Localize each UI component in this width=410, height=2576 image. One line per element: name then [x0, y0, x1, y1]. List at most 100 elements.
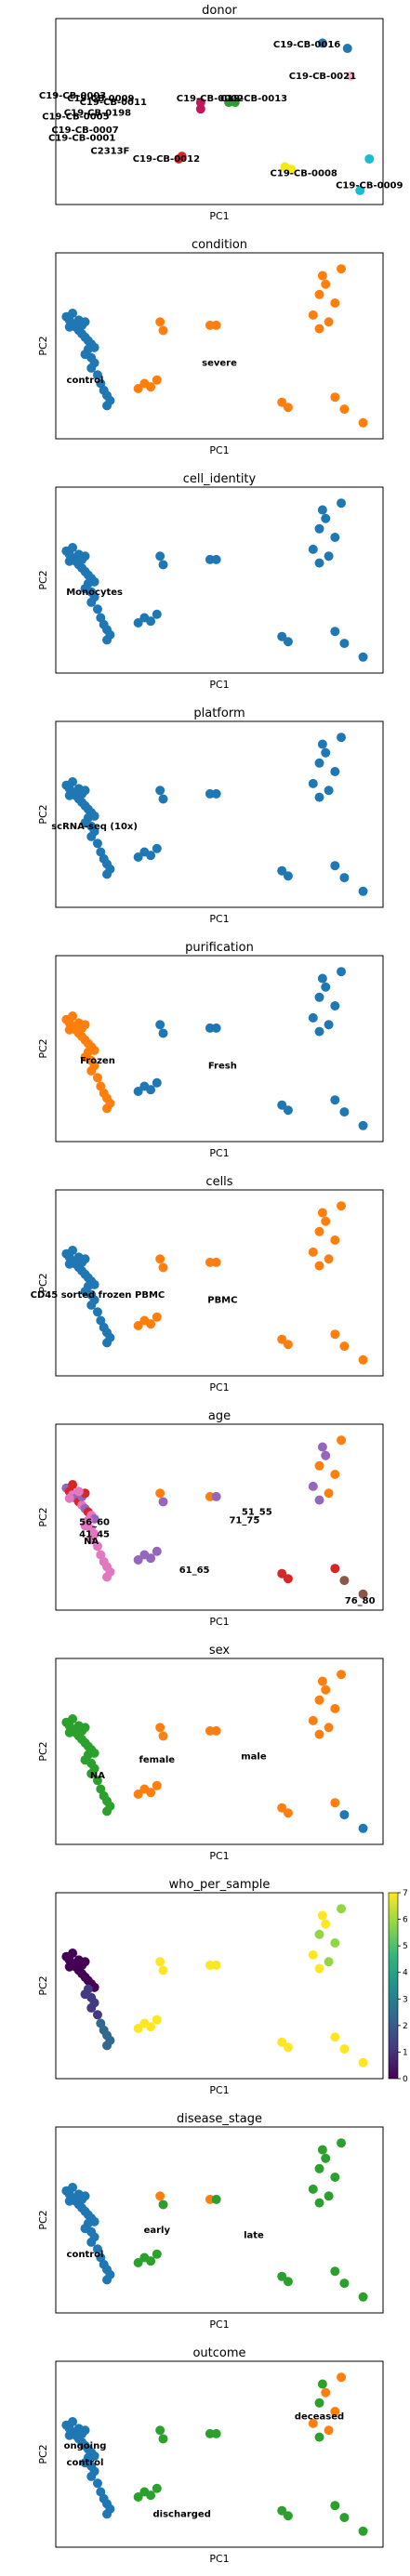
data-point: [158, 1731, 168, 1741]
data-point: [277, 1803, 287, 1813]
colorbar: [388, 1892, 399, 2080]
panel-title: condition: [192, 238, 247, 252]
point-label: C19-CB-0009: [336, 180, 403, 191]
y-axis-label: PC2: [37, 570, 49, 589]
data-point: [102, 1806, 112, 1816]
y-axis-label: PC2: [37, 2210, 49, 2229]
data-point: [314, 792, 324, 802]
panel-title: outcome: [192, 2346, 245, 2360]
data-point: [155, 2191, 165, 2201]
data-point: [358, 417, 368, 428]
data-point: [330, 1095, 340, 1105]
point-label: ongoing: [64, 2441, 107, 2451]
data-point: [152, 2015, 162, 2025]
panel-disease-stage: disease_stage PC1 PC2 early late control: [37, 2112, 384, 2331]
point-label: C19-CB-0009: [67, 94, 134, 104]
data-point: [283, 1808, 293, 1818]
y-axis-label: PC2: [37, 804, 49, 824]
data-point: [64, 322, 74, 332]
data-point: [324, 1723, 334, 1733]
data-point: [146, 2490, 156, 2501]
point-label: C2313F: [90, 146, 129, 156]
data-point: [158, 2200, 168, 2210]
data-point: [317, 1910, 327, 1921]
data-point: [92, 604, 102, 614]
data-point: [277, 2271, 287, 2281]
data-point: [364, 153, 375, 164]
data-point: [102, 2509, 112, 2519]
data-point: [330, 1798, 340, 1808]
data-point: [321, 747, 331, 758]
data-point: [73, 1486, 84, 1497]
point-label: control: [67, 2250, 104, 2260]
point-label: C19-CB-0003: [39, 91, 106, 101]
y-axis-label: PC2: [37, 336, 49, 355]
data-point: [314, 1026, 324, 1037]
data-point: [314, 523, 324, 534]
data-point: [73, 549, 84, 560]
plot-frame: [55, 1423, 384, 1611]
data-point: [342, 44, 352, 54]
data-point: [64, 1962, 74, 1972]
data-point: [317, 271, 327, 281]
data-point: [146, 382, 156, 392]
x-axis-label: PC1: [209, 913, 229, 925]
data-point: [158, 1497, 168, 1507]
data-point: [358, 2526, 368, 2536]
data-point: [283, 871, 293, 881]
data-point: [102, 1338, 112, 1348]
data-point: [277, 2037, 287, 2047]
panel-title: who_per_sample: [169, 1878, 271, 1892]
data-point: [339, 2279, 350, 2289]
data-point: [324, 1020, 334, 1030]
data-point: [68, 1246, 78, 1256]
data-point: [133, 2258, 143, 2267]
plot-frame: [55, 2360, 384, 2548]
data-point: [211, 2194, 221, 2204]
data-point: [283, 2277, 293, 2287]
data-point: [308, 2418, 318, 2428]
data-point: [102, 2275, 112, 2285]
point-label: C19-CB-0011: [80, 98, 147, 108]
data-point: [308, 310, 318, 320]
data-point: [339, 1810, 350, 1820]
data-point: [314, 558, 324, 568]
data-point: [133, 2024, 143, 2033]
plot-frame: [55, 1658, 384, 1845]
y-axis-label: PC2: [37, 1741, 49, 1761]
data-point: [92, 1073, 102, 1083]
point-label: 41_45: [79, 1529, 110, 1539]
data-point: [73, 2189, 84, 2200]
data-point: [152, 609, 162, 619]
point-label: severe: [202, 358, 237, 368]
data-point: [152, 1312, 162, 1322]
data-point: [177, 152, 187, 162]
data-point: [339, 639, 350, 649]
data-point: [277, 2505, 287, 2516]
data-point: [330, 1470, 340, 1479]
data-point: [330, 2266, 340, 2277]
data-point: [337, 1435, 347, 1446]
data-point: [317, 505, 327, 515]
colorbar-tick-label: 4: [403, 1969, 408, 1978]
data-point: [314, 992, 324, 1002]
data-point: [330, 627, 340, 637]
panel-title: cell_identity: [183, 472, 257, 486]
data-point: [152, 843, 162, 853]
data-point: [277, 865, 287, 876]
data-point: [68, 1949, 78, 1959]
data-point: [92, 1307, 102, 1317]
data-point: [86, 2002, 97, 2013]
data-point: [146, 2022, 156, 2032]
data-point: [330, 2407, 340, 2416]
plot-frame: [55, 2126, 384, 2314]
data-point: [73, 784, 84, 794]
data-point: [73, 2424, 84, 2434]
data-point: [277, 1568, 287, 1579]
data-point: [277, 397, 287, 407]
data-point: [337, 733, 347, 743]
data-point: [86, 1534, 97, 1544]
data-point: [321, 1919, 331, 1929]
